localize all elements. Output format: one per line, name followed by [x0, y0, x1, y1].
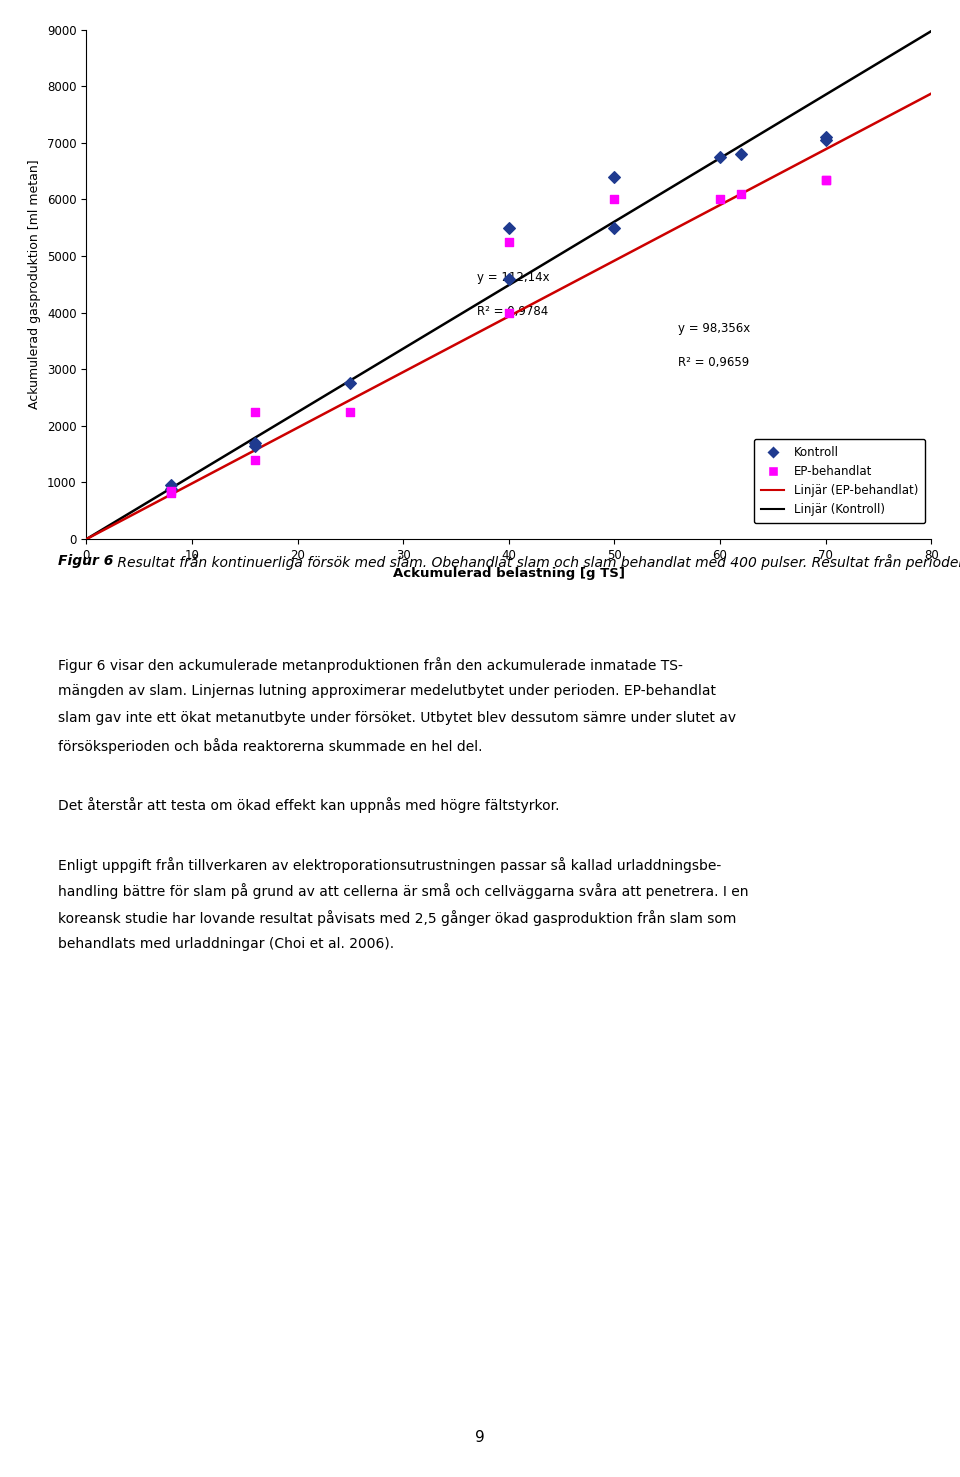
Point	[248, 431, 263, 455]
Point	[607, 188, 622, 211]
Text: Enligt uppgift från tillverkaren av elektroporationsutrustningen passar så kalla: Enligt uppgift från tillverkaren av elek…	[58, 857, 721, 873]
Point	[501, 301, 516, 325]
Point	[501, 216, 516, 239]
Point	[163, 482, 179, 505]
Y-axis label: Ackumulerad gasproduktion [ml metan]: Ackumulerad gasproduktion [ml metan]	[29, 160, 41, 409]
Point	[607, 165, 622, 189]
Point	[818, 168, 833, 192]
Point	[163, 477, 179, 501]
Point	[248, 400, 263, 424]
Point	[248, 448, 263, 471]
Point	[712, 145, 728, 168]
Point	[501, 230, 516, 254]
Text: y = 112,14x: y = 112,14x	[477, 272, 550, 284]
Point	[343, 400, 358, 424]
Legend: Kontroll, EP-behandlat, Linjär (EP-behandlat), Linjär (Kontroll): Kontroll, EP-behandlat, Linjär (EP-behan…	[754, 439, 925, 523]
Text: Figur 6: Figur 6	[58, 554, 113, 567]
Point	[248, 434, 263, 458]
Text: mängden av slam. Linjernas lutning approximerar medelutbytet under perioden. EP-: mängden av slam. Linjernas lutning appro…	[58, 684, 715, 699]
Point	[818, 168, 833, 192]
Text: slam gav inte ett ökat metanutbyte under försöket. Utbytet blev dessutom sämre u: slam gav inte ett ökat metanutbyte under…	[58, 710, 735, 725]
Text: R² = 0,9784: R² = 0,9784	[477, 306, 548, 319]
Text: försöksperioden och båda reaktorerna skummade en hel del.: försöksperioden och båda reaktorerna sku…	[58, 738, 482, 753]
Point	[163, 474, 179, 498]
Text: Figur 6 visar den ackumulerade metanproduktionen från den ackumulerade inmatade : Figur 6 visar den ackumulerade metanprod…	[58, 657, 683, 674]
Point	[501, 267, 516, 291]
Point	[712, 188, 728, 211]
Text: Resultat från kontinuerliga försök med slam. Obehandlat slam och slam behandlat : Resultat från kontinuerliga försök med s…	[113, 554, 960, 570]
Point	[818, 128, 833, 152]
Point	[818, 126, 833, 149]
Text: Det återstår att testa om ökad effekt kan uppnås med högre fältstyrkor.: Det återstår att testa om ökad effekt ka…	[58, 798, 559, 814]
Text: handling bättre för slam på grund av att cellerna är små och cellväggarna svåra : handling bättre för slam på grund av att…	[58, 883, 748, 899]
Text: y = 98,356x: y = 98,356x	[678, 322, 750, 335]
Point	[343, 372, 358, 396]
Point	[163, 479, 179, 502]
Text: R² = 0,9659: R² = 0,9659	[678, 356, 749, 369]
Point	[733, 142, 749, 165]
X-axis label: Ackumulerad belastning [g TS]: Ackumulerad belastning [g TS]	[393, 567, 625, 580]
Point	[733, 182, 749, 205]
Text: 9: 9	[475, 1430, 485, 1445]
Text: koreansk studie har lovande resultat påvisats med 2,5 gånger ökad gasproduktion : koreansk studie har lovande resultat påv…	[58, 910, 736, 926]
Text: behandlats med urladdningar (Choi et al. 2006).: behandlats med urladdningar (Choi et al.…	[58, 938, 394, 951]
Point	[607, 216, 622, 239]
